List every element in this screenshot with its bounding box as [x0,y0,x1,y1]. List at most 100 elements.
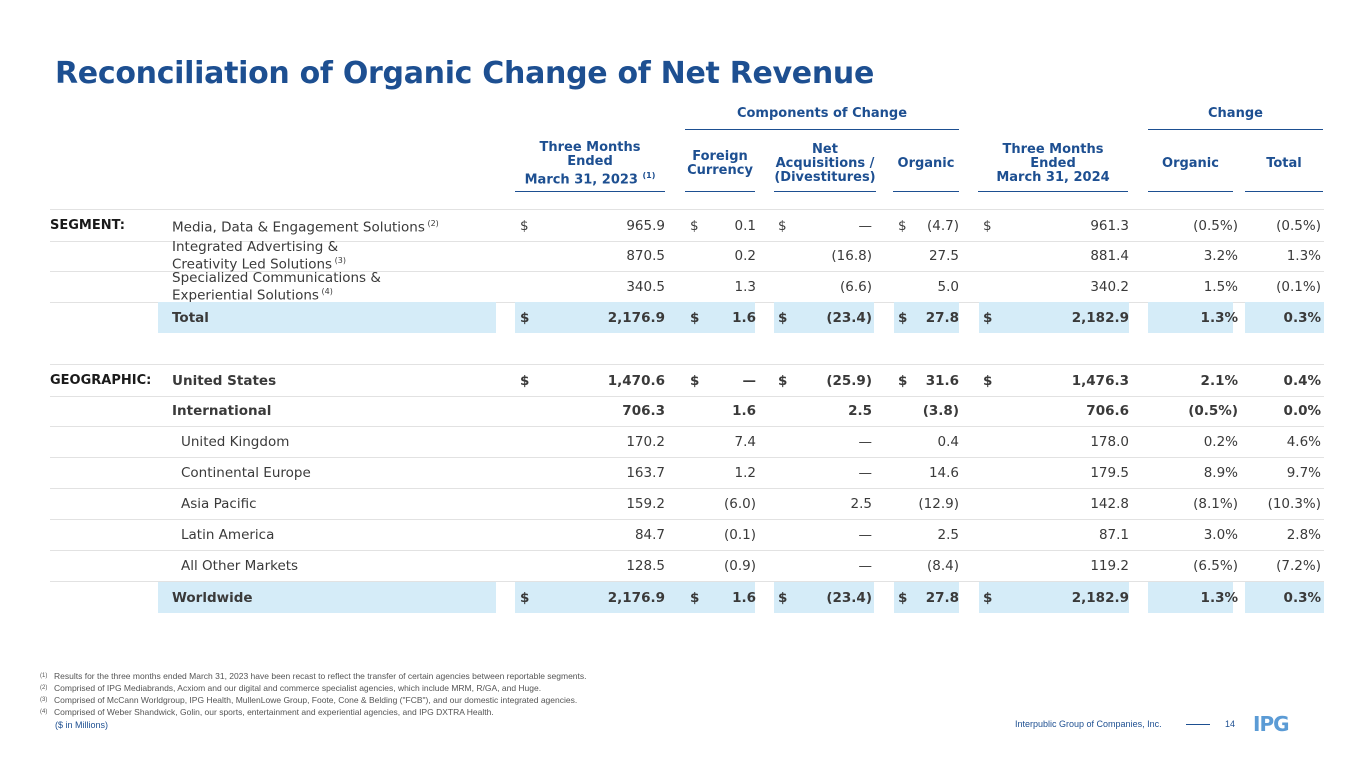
row-label: United Kingdom [181,433,290,450]
cell-organic: 0.4 [937,433,959,450]
cell-foreign-currency: 1.6 [732,589,756,606]
row-label: All Other Markets [181,557,299,574]
cell-q1-2023: 2,176.9 [607,589,665,606]
units-note: ($ in Millions) [55,720,109,730]
cell-change-total: 0.3% [1283,589,1321,606]
col-header-q1-2023-line3: March 31, 2023 [524,172,638,188]
cell-change-organic: (0.5%) [1188,402,1238,419]
cell-organic: 27.8 [925,309,959,326]
col-header-q1-2024-line1: Three Months [1002,142,1104,157]
cell-foreign-currency: (0.9) [723,557,756,574]
cell-organic: (8.4) [926,557,959,574]
cell-q1-2023: 706.3 [622,402,665,419]
cell-foreign-currency: 0.1 [734,217,756,234]
dollar-sign: $ [778,589,788,606]
dollar-sign: $ [983,589,993,606]
cell-change-organic: (6.5%) [1193,557,1238,574]
footnote-ref-1: (1) [642,170,656,180]
table-row: Specialized Communications & Experiential… [50,271,1324,303]
total-highlight [774,302,874,333]
total-highlight [979,302,1129,333]
col-header-organic: Organic [893,137,959,192]
cell-organic: 5.0 [937,278,959,295]
dollar-sign: $ [690,589,700,606]
cell-net-acquisitions: 2.5 [850,495,872,512]
total-highlight [515,302,718,333]
table-row: United Kingdom 170.2 7.4 — 0.4 178.0 0.2% 4.6% [50,426,1324,458]
row-label: Continental Europe [181,464,311,481]
page-number: 14 [1225,719,1236,729]
total-highlight [774,582,874,613]
cell-net-acquisitions: (16.8) [831,247,872,264]
total-highlight [685,582,755,613]
cell-organic: 31.6 [925,372,959,389]
cell-change-total: 2.8% [1286,526,1321,543]
cell-q1-2024: 119.2 [1090,557,1129,574]
cell-change-total: (10.3%) [1267,495,1321,512]
total-highlight [979,582,1129,613]
cell-q1-2024: 179.5 [1090,464,1129,481]
dollar-sign: $ [520,309,530,326]
cell-q1-2023: 159.2 [626,495,665,512]
col-header-acq-line3: (Divestitures) [774,170,876,185]
table-row: Asia Pacific 159.2 (6.0) 2.5 (12.9) 142.8 (8.1… [50,488,1324,520]
cell-change-total: 9.7% [1286,464,1321,481]
dollar-sign: $ [898,589,908,606]
dollar-sign: $ [983,372,993,389]
col-header-fx-line2: Currency [687,163,753,178]
row-label: Worldwide [172,589,253,606]
cell-organic: 27.8 [925,589,959,606]
col-header-change-total: Total [1245,137,1323,192]
row-label: Media, Data & Engagement Solutions (2) [172,218,439,236]
cell-foreign-currency: 0.2 [734,247,756,264]
ipg-logo: IPG [1253,712,1290,736]
dollar-sign: $ [690,309,700,326]
total-highlight [1245,302,1324,333]
cell-change-total: 0.4% [1283,372,1321,389]
row-label: International [172,402,272,419]
dollar-sign: $ [520,372,530,389]
cell-net-acquisitions: 2.5 [848,402,872,419]
col-header-q1-2023-line1: Three Months [539,139,641,155]
row-label: United States [172,372,277,389]
cell-q1-2023: 2,176.9 [607,309,665,326]
table-row: Worldwide $ $ $ $ $2,176.9 1.6 (23.4) 27.8 2,182.… [50,582,1324,613]
cell-q1-2023: 163.7 [626,464,665,481]
row-label: Specialized Communications & Experiential… [172,269,381,304]
cell-q1-2024: 2,182.9 [1071,309,1129,326]
cell-foreign-currency: — [742,372,757,389]
col-header-acq-line2: Acquisitions / [775,156,875,171]
dollar-sign: $ [898,372,908,389]
cell-change-organic: (8.1%) [1193,495,1238,512]
table-row: Total $ $ $ $ $2,176.9 1.6 (23.4) 27.8 2,182.9 1.3… [50,302,1324,333]
cell-q1-2023: 340.5 [626,278,665,295]
table-row: GEOGRAPHIC: United States $ $ $ $ $1,470.6 — (25… [50,364,1324,397]
cell-organic: 2.5 [937,526,959,543]
dollar-sign: $ [983,309,993,326]
dollar-sign: $ [778,309,788,326]
total-highlight [685,302,755,333]
cell-q1-2024: 881.4 [1090,247,1129,264]
cell-change-organic: 3.2% [1203,247,1238,264]
cell-change-organic: 1.5% [1203,278,1238,295]
table-row: SEGMENT: Media, Data & Engagement Solutio… [50,209,1324,242]
cell-foreign-currency: 1.3 [734,278,756,295]
cell-change-total: (0.5%) [1276,217,1321,234]
cell-change-organic: 0.2% [1203,433,1238,450]
footer-divider [1186,724,1210,725]
cell-organic: (3.8) [922,402,959,419]
dollar-sign: $ [520,217,529,234]
cell-change-total: 0.3% [1283,309,1321,326]
col-header-q1-2024: Three Months Ended March 31, 2024 [978,137,1128,192]
cell-net-acquisitions: — [858,557,873,574]
total-highlight [515,582,718,613]
change-header: Change [1148,106,1323,130]
table-row: Continental Europe 163.7 1.2 — 14.6 179.5 8.9%… [50,457,1324,489]
footnote-1: (1) Results for the three months ended Ma… [40,671,587,681]
col-header-q1-2024-line2: Ended [1030,156,1076,171]
total-highlight [1245,582,1324,613]
total-highlight [1148,302,1233,333]
cell-organic: (4.7) [926,217,959,234]
cell-foreign-currency: 7.4 [734,433,756,450]
footnote-ref: (2) [424,218,439,228]
